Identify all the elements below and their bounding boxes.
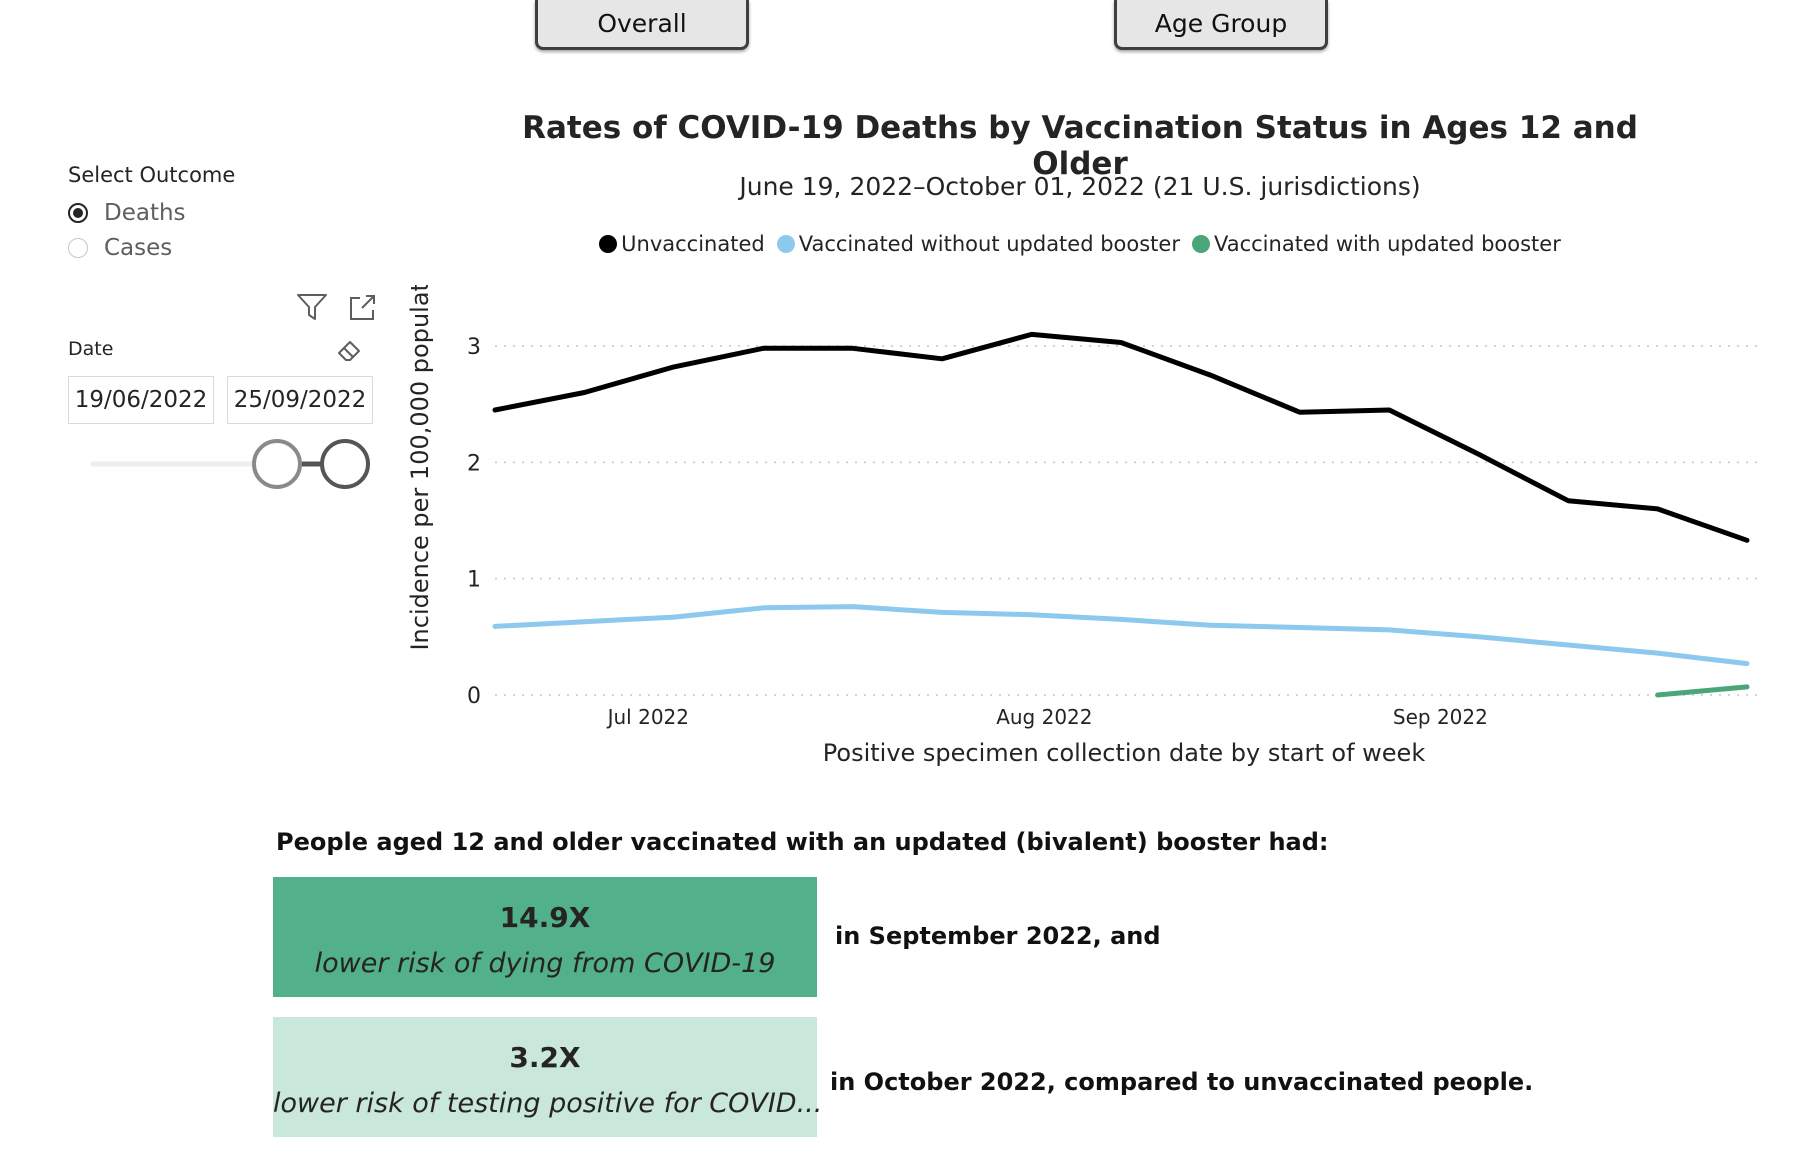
deaths-risk-value: 14.9X (499, 901, 591, 934)
outcome-option-cases[interactable]: Cases (68, 235, 172, 261)
radio-cases[interactable] (68, 238, 88, 258)
outcome-label-deaths: Deaths (104, 200, 186, 226)
age-group-tab-button[interactable]: Age Group (1114, 0, 1328, 50)
legend-item-vaccinated-without-booster[interactable]: Vaccinated without updated booster (776, 232, 1180, 256)
y-axis-label: Incidence per 100,000 population (406, 285, 434, 651)
legend-item-unvaccinated[interactable]: Unvaccinated (599, 232, 765, 256)
cases-risk-text: lower risk of testing positive for COVID… (273, 1088, 823, 1119)
y-tick-label: 2 (467, 451, 481, 476)
x-tick-label: Sep 2022 (1393, 705, 1488, 729)
overall-tab-button[interactable]: Overall (535, 0, 749, 50)
outcome-label-cases: Cases (104, 235, 173, 261)
legend-label-vaccinated-with-booster: Vaccinated with updated booster (1213, 232, 1561, 256)
select-outcome-title: Select Outcome (68, 163, 236, 187)
x-tick-label: Aug 2022 (996, 705, 1092, 729)
deaths-risk-card: 14.9X lower risk of dying from COVID-19 (273, 877, 817, 997)
legend-item-vaccinated-with-booster[interactable]: Vaccinated with updated booster (1191, 232, 1561, 256)
date-end-input[interactable]: 25/09/2022 (227, 376, 373, 424)
date-start-input[interactable]: 19/06/2022 (68, 376, 214, 424)
cases-risk-value: 3.2X (509, 1041, 581, 1074)
focus-mode-icon[interactable] (348, 294, 378, 322)
cases-risk-suffix: in October 2022, compared to unvaccinate… (830, 1068, 1534, 1096)
legend-marker-vaccinated-without-booster (776, 235, 795, 253)
chart-legend: Unvaccinated Vaccinated without updated … (480, 232, 1680, 256)
summary-heading: People aged 12 and older vaccinated with… (276, 828, 1329, 856)
legend-label-unvaccinated: Unvaccinated (621, 232, 765, 256)
y-tick-label: 1 (467, 568, 481, 593)
eraser-icon[interactable] (336, 338, 362, 362)
deaths-risk-suffix: in September 2022, and (835, 922, 1161, 950)
y-tick-label: 0 (467, 684, 481, 709)
date-slicer-label: Date (68, 338, 114, 360)
series-line-vaccinated-without-updated-booster[interactable] (492, 604, 1750, 667)
date-start-value: 19/06/2022 (74, 387, 208, 413)
series-line-vaccinated-with-updated-booster[interactable] (1655, 684, 1750, 698)
chart-title: Rates of COVID-19 Deaths by Vaccination … (522, 110, 1638, 182)
cases-risk-card: 3.2X lower risk of testing positive for … (273, 1017, 823, 1137)
deaths-risk-text: lower risk of dying from COVID-19 (314, 948, 776, 979)
date-range-slider[interactable] (85, 436, 385, 496)
legend-marker-vaccinated-with-booster (1191, 235, 1210, 253)
radio-deaths[interactable] (68, 203, 88, 223)
legend-marker-unvaccinated (599, 235, 618, 253)
chart-subtitle: June 19, 2022–October 01, 2022 (21 U.S. … (739, 172, 1421, 201)
y-tick-label: 3 (467, 335, 481, 360)
deaths-line-chart: 0 1 2 3 Jul 2022 Aug 2022 Sep 2022 Incidence p… (406, 285, 1757, 767)
x-axis-label: Positive specimen collection date by sta… (823, 739, 1426, 767)
age-group-tab-label: Age Group (1154, 9, 1288, 38)
slider-start-handle[interactable] (252, 439, 302, 489)
x-tick-label: Jul 2022 (606, 705, 689, 729)
legend-label-vaccinated-without-booster: Vaccinated without updated booster (798, 232, 1180, 256)
filter-icon[interactable] (296, 292, 328, 322)
overall-tab-label: Overall (597, 9, 687, 38)
date-end-value: 25/09/2022 (233, 387, 367, 413)
outcome-option-deaths[interactable]: Deaths (68, 200, 186, 226)
slider-end-handle[interactable] (320, 439, 370, 489)
series-line-unvaccinated[interactable] (492, 331, 1750, 543)
